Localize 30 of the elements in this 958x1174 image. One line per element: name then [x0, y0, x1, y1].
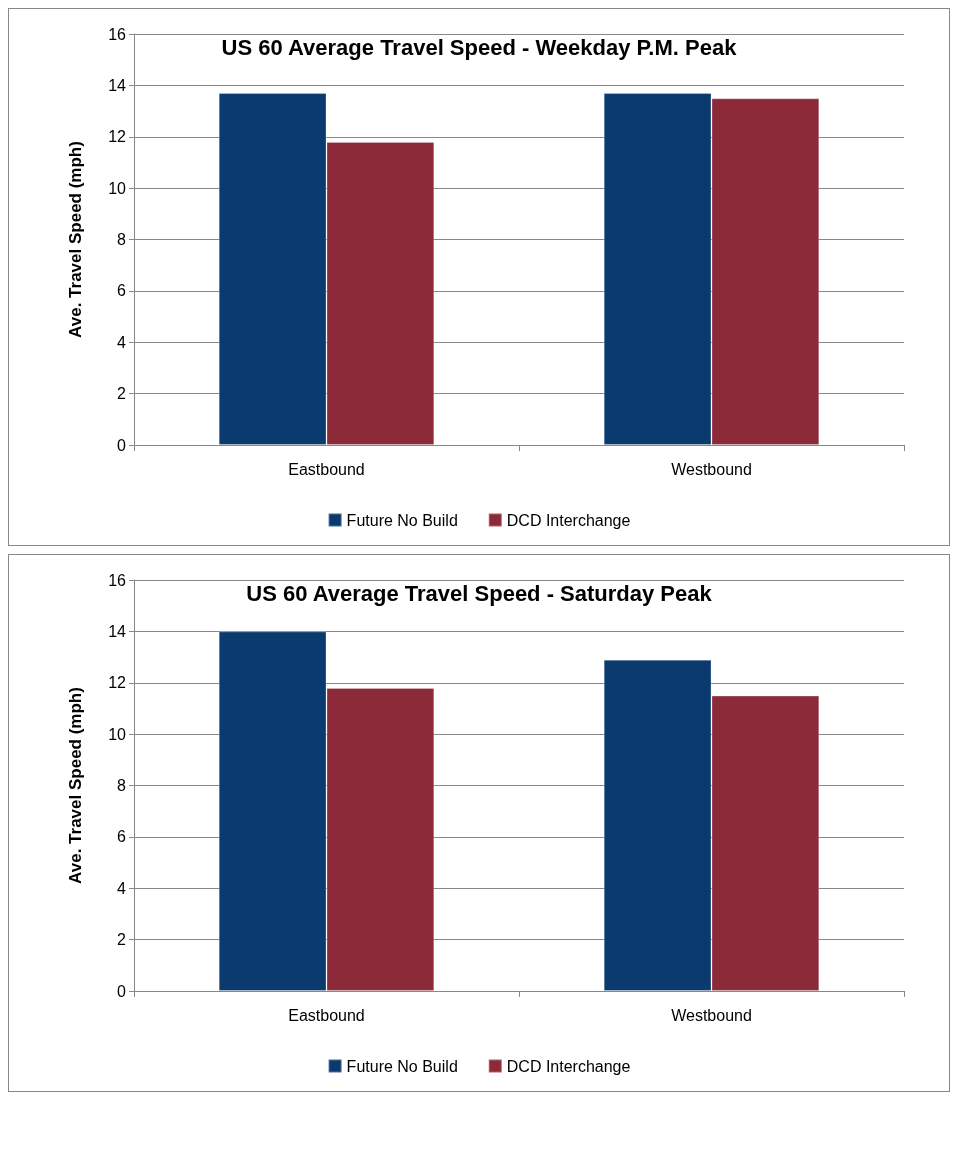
y-tick-label: 0: [117, 436, 127, 454]
y-tick-label: 10: [108, 725, 127, 743]
y-tick-label: 12: [108, 674, 127, 692]
y-axis-title: Ave. Travel Speed (mph): [66, 687, 85, 884]
x-tick-label: Eastbound: [288, 460, 365, 478]
y-tick-label: 6: [117, 828, 127, 846]
legend-label: DCD Interchange: [506, 511, 631, 529]
y-tick-label: 14: [108, 622, 127, 640]
y-tick-label: 2: [117, 931, 127, 949]
y-tick-label: 2: [117, 385, 127, 403]
chart-title: US 60 Average Travel Speed - Saturday Peak: [246, 580, 713, 606]
y-tick-label: 6: [117, 282, 127, 300]
legend-label: Future No Build: [346, 1057, 458, 1075]
legend-label: Future No Build: [346, 511, 458, 529]
y-tick-label: 14: [108, 76, 127, 94]
y-tick-label: 8: [117, 777, 127, 794]
y-tick-label: 8: [117, 231, 127, 248]
y-tick-label: 12: [108, 128, 127, 146]
chart-title: US 60 Average Travel Speed - Weekday P.M. Peak: [221, 34, 738, 60]
legend-label: DCD Interchange: [506, 1057, 631, 1075]
y-tick-label: 16: [108, 571, 127, 589]
y-axis-title: Ave. Travel Speed (mph): [66, 141, 85, 338]
y-tick-label: 4: [117, 333, 127, 351]
y-tick-label: 16: [108, 25, 127, 43]
y-tick-label: 10: [108, 179, 127, 197]
x-tick-label: Eastbound: [288, 1006, 365, 1024]
y-tick-label: 4: [117, 879, 127, 897]
x-tick-label: Westbound: [671, 460, 752, 478]
x-tick-label: Westbound: [671, 1006, 752, 1024]
y-tick-label: 0: [117, 982, 127, 1000]
